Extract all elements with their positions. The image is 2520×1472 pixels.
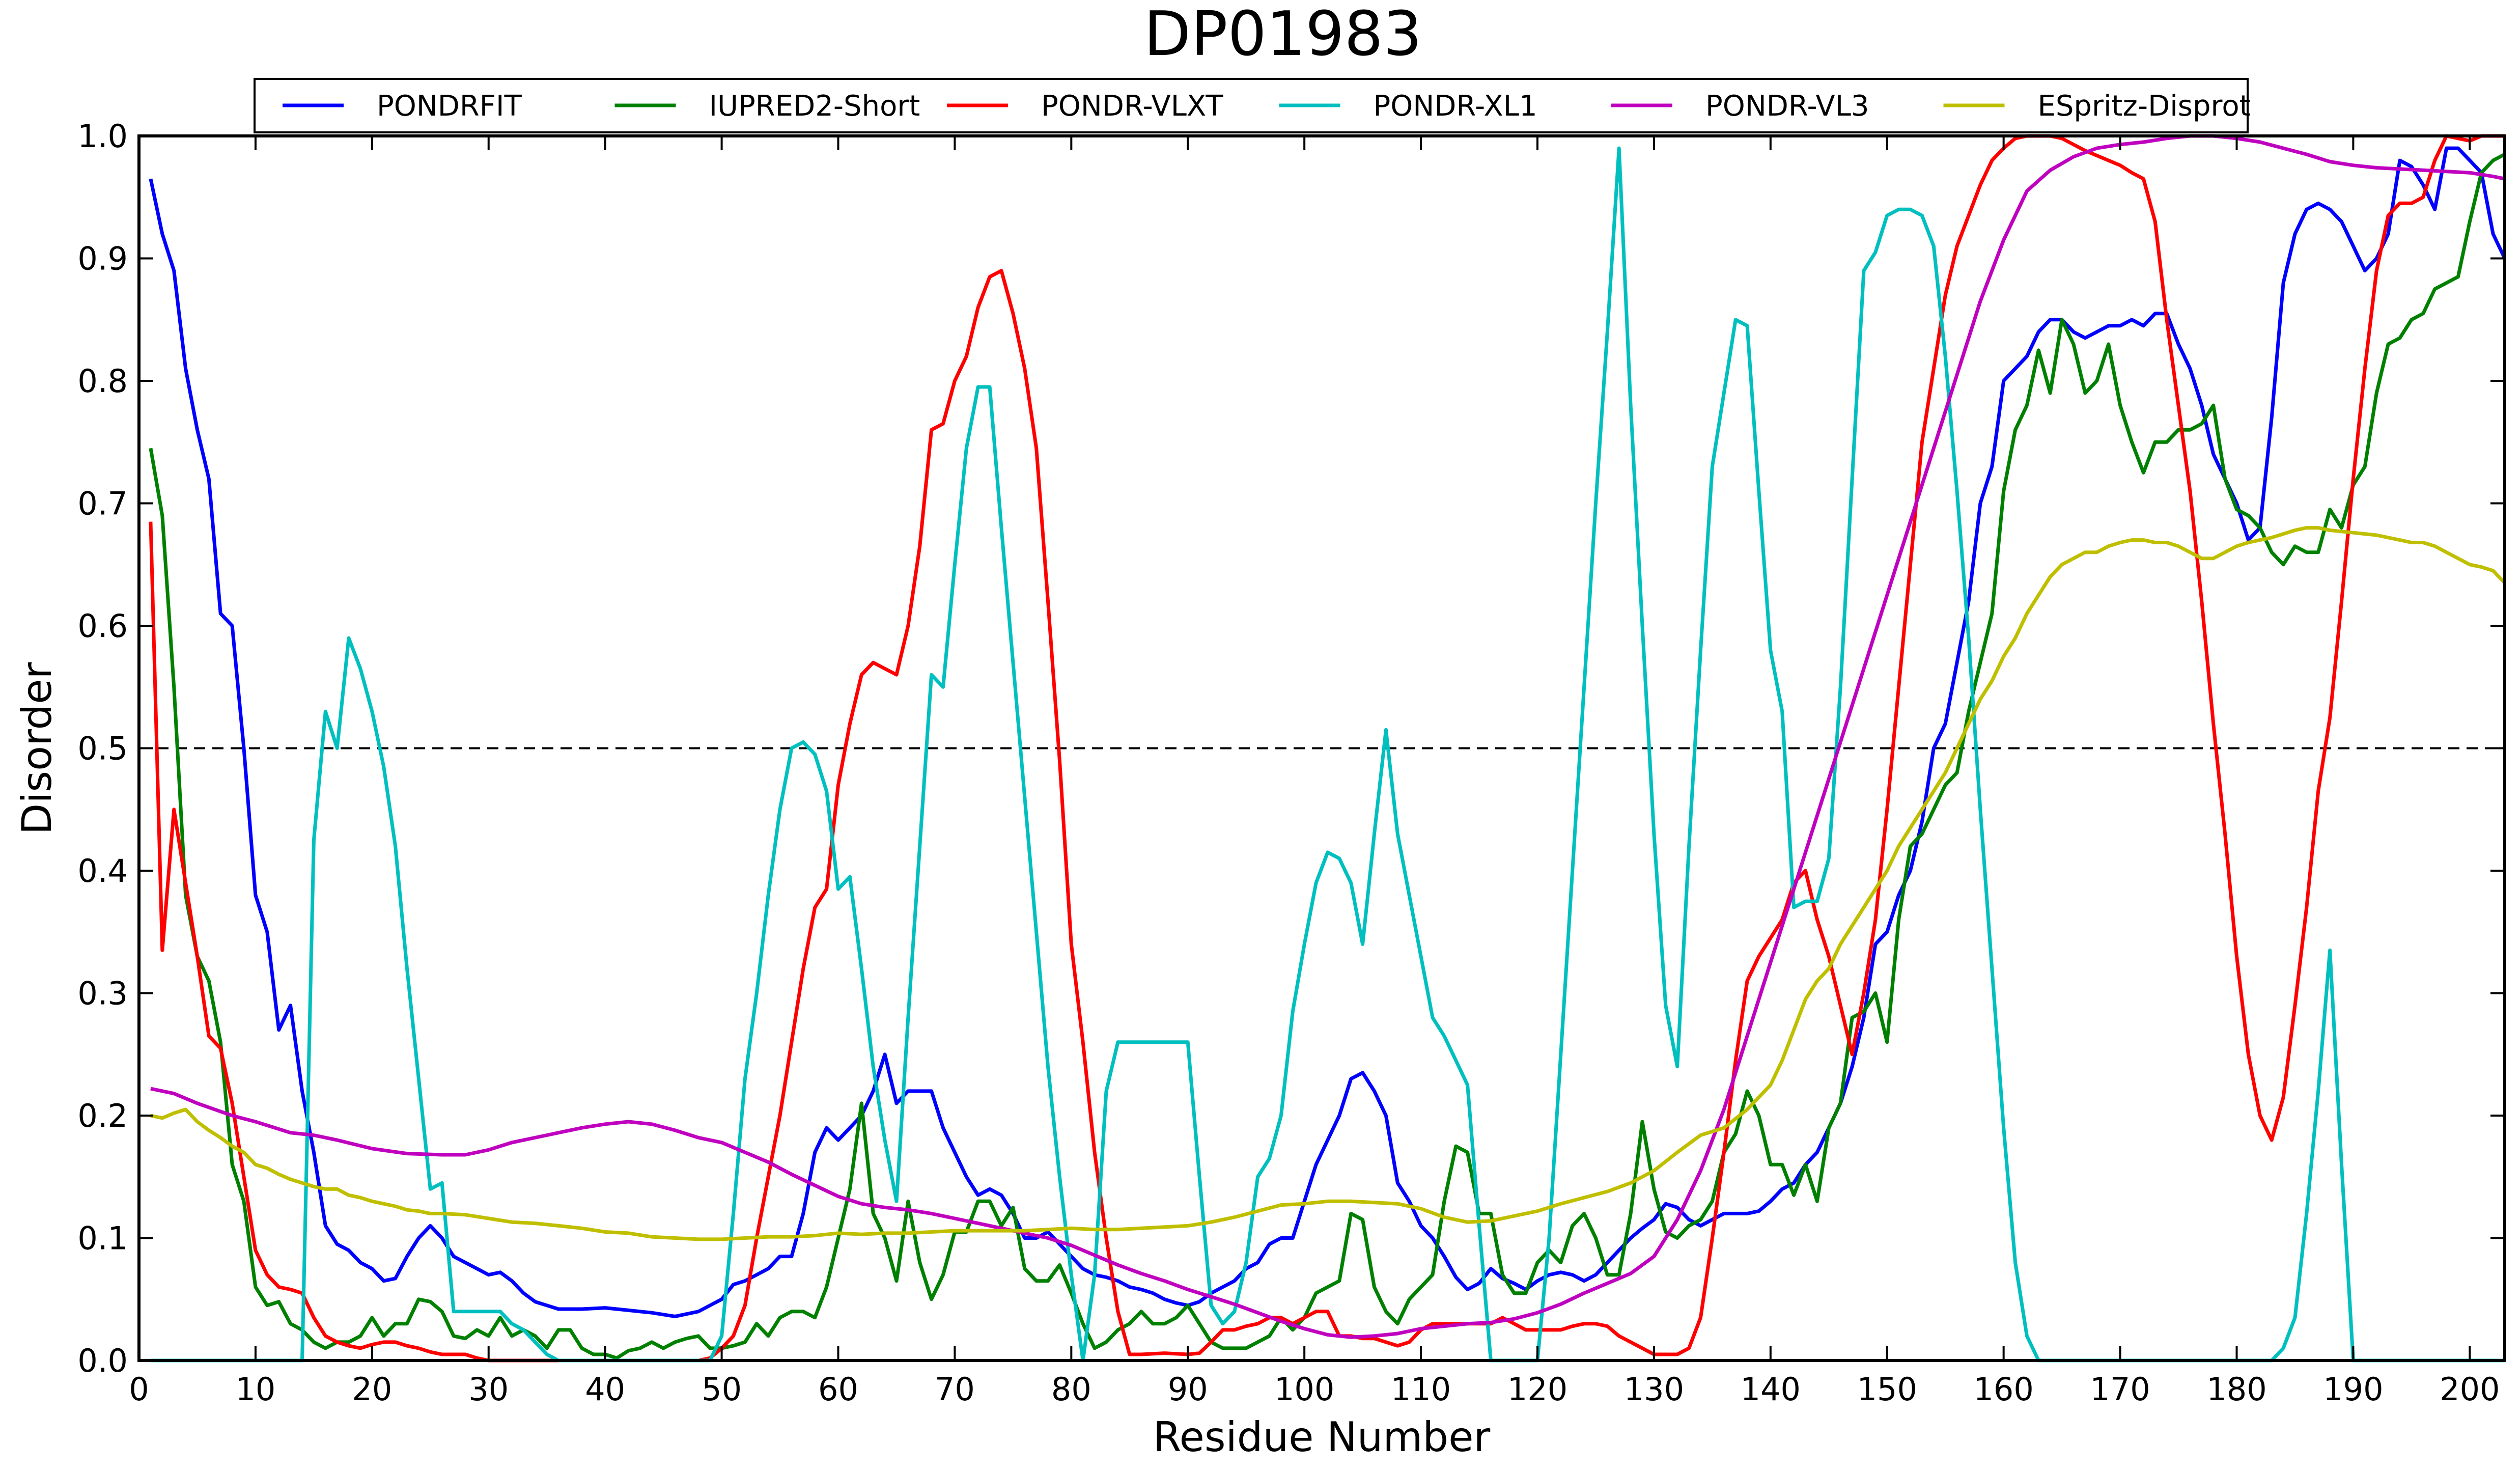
legend-label: PONDRFIT <box>377 90 522 123</box>
legend-box <box>254 78 2249 133</box>
x-tick-label: 170 <box>2090 1371 2150 1408</box>
x-tick-label: 130 <box>1624 1371 1684 1408</box>
series-line-espritz-disprot <box>150 526 2505 1241</box>
y-axis: 0.0 0.1 0.2 0.3 0.4 0.5 0.6 0.7 0.8 0.9 1.0 <box>77 118 2505 1379</box>
y-tick-label: 0.5 <box>77 730 128 767</box>
x-tick-label: 150 <box>1857 1371 1917 1408</box>
y-tick-label: 0.3 <box>77 975 128 1012</box>
x-axis-label: Residue Number <box>1153 1413 1491 1461</box>
y-tick-label: 1.0 <box>77 118 128 155</box>
y-tick-label: 0.0 <box>77 1342 128 1379</box>
chart-title: DP01983 <box>1144 0 1422 70</box>
y-tick-label: 0.2 <box>77 1097 128 1134</box>
series-line-pondrfit <box>149 146 2505 1318</box>
x-tick-label: 80 <box>1051 1371 1091 1408</box>
x-tick-label: 20 <box>352 1371 392 1408</box>
x-tick-label: 140 <box>1741 1371 1801 1408</box>
x-tick-label: 200 <box>2440 1371 2500 1408</box>
series-line-pondr-vl3 <box>150 134 2505 1339</box>
legend-label: PONDR-XL1 <box>1374 90 1537 123</box>
series-line-iupred2-short <box>149 152 2505 1360</box>
x-tick-label: 190 <box>2323 1371 2383 1408</box>
x-tick-label: 120 <box>1507 1371 1567 1408</box>
x-tick-label: 90 <box>1168 1371 1208 1408</box>
x-tick-label: 50 <box>702 1371 742 1408</box>
y-tick-label: 0.6 <box>77 607 128 645</box>
x-tick-label: 60 <box>818 1371 858 1408</box>
x-tick-label: 100 <box>1274 1371 1334 1408</box>
x-tick-label: 40 <box>585 1371 625 1408</box>
y-tick-label: 0.4 <box>77 852 128 890</box>
y-tick-label: 0.8 <box>77 363 128 400</box>
legend-label: PONDR-VL3 <box>1705 90 1869 123</box>
y-tick-label: 0.7 <box>77 485 128 522</box>
legend: PONDRFIT IUPRED2-Short PONDR-VLXT PONDR-XL1… <box>254 78 2251 133</box>
x-tick-label: 110 <box>1391 1371 1451 1408</box>
y-tick-label: 0.9 <box>77 240 128 277</box>
x-tick-label: 0 <box>129 1371 149 1408</box>
x-tick-label: 70 <box>935 1371 975 1408</box>
y-tick-label: 0.1 <box>77 1220 128 1257</box>
legend-label: IUPRED2-Short <box>709 90 920 123</box>
legend-label: ESpritz-Disprot <box>2038 90 2251 123</box>
x-axis: 0 10 20 30 40 50 60 70 80 90 100 110 120 130 140 150 160… <box>129 136 2500 1408</box>
y-axis-label: Disorder <box>13 662 61 835</box>
x-tick-label: 10 <box>235 1371 275 1408</box>
legend-label: PONDR-VLXT <box>1041 90 1223 123</box>
x-tick-label: 160 <box>1973 1371 2033 1408</box>
x-tick-label: 180 <box>2206 1371 2266 1408</box>
x-tick-label: 30 <box>468 1371 509 1408</box>
